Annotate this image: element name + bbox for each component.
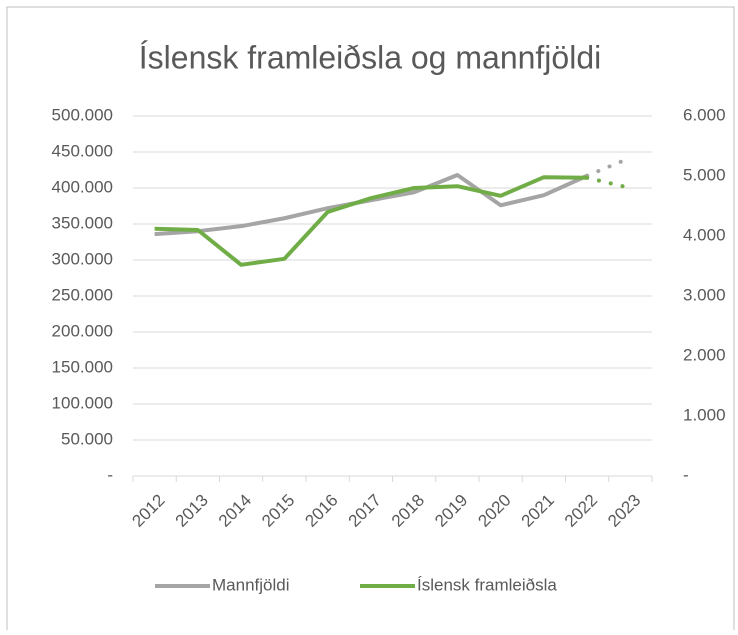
y-tick-label: - [107,465,113,484]
legend-label: Íslensk framleiðsla [417,575,557,594]
y-tick-label: 100.000 [52,393,113,412]
y-tick-label: 500.000 [52,105,113,124]
y-tick-label: 50.000 [61,429,113,448]
y-tick-label: 300.000 [52,249,113,268]
series-line [154,175,588,267]
y2-tick-label: 2.000 [683,345,726,364]
y-tick-label: 150.000 [52,357,113,376]
y2-tick-label: 4.000 [683,225,726,244]
y2-tick-label: - [683,465,689,484]
y-tick-label: 350.000 [52,213,113,232]
y2-tick-label: 1.000 [683,405,726,424]
series-line-projection [585,155,633,178]
y-tick-label: 400.000 [52,177,113,196]
chart-title: Íslensk framleiðsla og mannfjöldi [139,39,601,75]
chart-frame [6,6,735,635]
y2-tick-label: 6.000 [683,105,726,124]
series-line-projection [585,175,633,190]
y-tick-label: 200.000 [52,321,113,340]
y2-tick-label: 3.000 [683,285,726,304]
y2-tick-label: 5.000 [683,165,726,184]
legend-label: Mannfjöldi [212,575,290,594]
y-tick-label: 250.000 [52,285,113,304]
y-tick-label: 450.000 [52,141,113,160]
